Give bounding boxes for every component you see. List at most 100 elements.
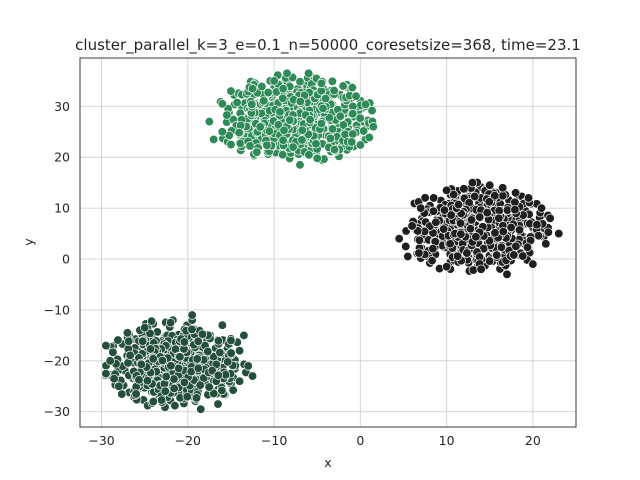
- cluster-3-point: [134, 375, 144, 385]
- cluster-2-point: [510, 188, 521, 198]
- cluster-3-point: [117, 389, 127, 399]
- cluster-2-point: [498, 191, 508, 201]
- cluster-1-point: [348, 109, 358, 119]
- cluster-2-point: [482, 208, 492, 218]
- cluster-2-point: [441, 262, 452, 272]
- cluster-3-point: [148, 396, 158, 407]
- scatter-points: [100, 68, 564, 414]
- cluster-2-point: [506, 222, 516, 233]
- cluster-1-point: [269, 76, 279, 86]
- cluster-3-point: [156, 395, 167, 405]
- cluster-3-point: [204, 382, 214, 392]
- cluster-3-point: [234, 376, 245, 386]
- cluster-2-point: [445, 239, 455, 249]
- cluster-1-point: [204, 116, 215, 127]
- cluster-3-point: [223, 357, 233, 367]
- cluster-2-point: [416, 203, 426, 213]
- cluster-2-point: [462, 248, 472, 258]
- cluster-3-point: [213, 336, 224, 346]
- cluster-1-point: [295, 77, 305, 87]
- cluster-1-point: [295, 160, 305, 170]
- cluster-2-point: [475, 212, 485, 222]
- cluster-3-point: [175, 352, 185, 362]
- cluster-1-point: [278, 93, 288, 103]
- cluster-3-point: [145, 344, 156, 354]
- cluster-3-point: [195, 380, 205, 390]
- cluster-3-point: [101, 368, 111, 379]
- cluster-1-point: [209, 134, 219, 145]
- cluster-2-point: [427, 255, 437, 266]
- cluster-1-point: [303, 68, 314, 78]
- x-tick-label: −10: [261, 433, 287, 448]
- y-tick-label: −10: [44, 302, 70, 317]
- cluster-3-point: [125, 350, 135, 360]
- tick-labels: −30 −20 −10 0 10 20 −30 −20 −10 0 10 20 30: [44, 99, 541, 448]
- cluster-1-point: [247, 83, 258, 94]
- cluster-2-point: [441, 185, 452, 195]
- cluster-1-point: [285, 115, 295, 125]
- cluster-3-point: [217, 385, 227, 396]
- cluster-1-point: [226, 86, 236, 96]
- cluster-1-point: [232, 97, 242, 108]
- cluster-1-point: [264, 126, 275, 136]
- plot-frame: [79, 57, 577, 428]
- cluster-1-point: [327, 124, 338, 134]
- cluster-3-point: [193, 336, 203, 346]
- cluster-1-point: [347, 137, 357, 147]
- cluster-2-point: [428, 244, 438, 254]
- cluster-1-point: [295, 96, 305, 107]
- cluster-1-point: [275, 107, 285, 117]
- cluster-1-point: [324, 113, 335, 123]
- cluster-1-point: [245, 141, 255, 151]
- cluster-2-point: [532, 220, 542, 230]
- cluster-2-point: [449, 189, 459, 200]
- cluster-1-point: [316, 118, 327, 129]
- cluster-3-point: [123, 336, 134, 346]
- cluster-2-point: [476, 264, 486, 274]
- cluster-3-point: [226, 335, 236, 346]
- cluster-2-point: [456, 229, 466, 239]
- cluster-3-point: [114, 381, 124, 391]
- cluster-2-point: [455, 218, 466, 228]
- cluster-3-point: [108, 347, 118, 357]
- cluster-1-point: [367, 105, 377, 116]
- x-tick-label: 10: [439, 433, 455, 448]
- cluster-3-point: [136, 359, 146, 370]
- cluster-1-point: [278, 135, 288, 145]
- cluster-2-point: [510, 205, 520, 215]
- cluster-3-point: [142, 376, 153, 386]
- cluster-3-point: [209, 388, 219, 399]
- cluster-2-point: [453, 199, 464, 210]
- x-tick-label: 0: [356, 433, 364, 448]
- cluster-2-point: [492, 250, 502, 260]
- cluster-2-point: [498, 226, 508, 237]
- cluster-2-point: [428, 206, 439, 216]
- cluster-2-point: [498, 183, 508, 193]
- cluster-3-point: [192, 354, 202, 364]
- cluster-2-point: [518, 251, 528, 261]
- cluster-3-point: [213, 370, 223, 380]
- cluster-3-point: [213, 399, 223, 409]
- cluster-2-point: [496, 242, 507, 252]
- cluster-3-point: [165, 318, 176, 328]
- cluster-2-point: [403, 251, 413, 262]
- cluster-3-point: [131, 389, 141, 399]
- cluster-2-point: [407, 221, 417, 231]
- y-tick-label: 30: [54, 99, 70, 114]
- cluster-1-point: [348, 129, 358, 139]
- x-tick-label: −30: [88, 433, 114, 448]
- cluster-1-point: [279, 125, 289, 135]
- cluster-3-point: [170, 400, 180, 411]
- cluster-3-point: [179, 337, 190, 347]
- cluster-3-point: [243, 361, 253, 371]
- cluster-2-point: [528, 259, 538, 269]
- cluster-3-point: [182, 392, 192, 402]
- cluster-2-point: [452, 251, 463, 261]
- cluster-3-point: [109, 374, 119, 384]
- y-axis-label: y: [21, 238, 36, 246]
- cluster-1-point: [278, 84, 288, 94]
- cluster-1-point: [247, 99, 257, 110]
- cluster-3-point: [173, 363, 184, 374]
- cluster-2-point: [536, 203, 547, 213]
